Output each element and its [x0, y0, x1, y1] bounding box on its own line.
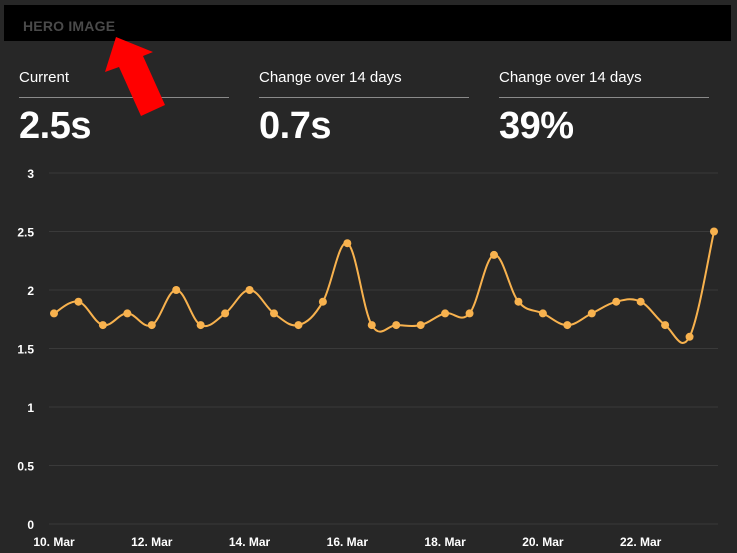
data-point[interactable]	[514, 297, 523, 306]
data-point[interactable]	[318, 297, 327, 306]
y-tick-label: 1.5	[17, 343, 34, 357]
x-tick-label: 16. Mar	[327, 535, 369, 549]
data-point[interactable]	[490, 250, 498, 259]
y-axis-ticks: 0 0.5 1 1.5 2 2.5 3	[17, 167, 34, 532]
data-point[interactable]	[245, 286, 254, 294]
y-tick-label: 0.5	[17, 460, 34, 474]
data-point[interactable]	[392, 321, 401, 330]
x-tick-label: 18. Mar	[424, 535, 466, 549]
y-tick-label: 2.5	[17, 226, 34, 240]
divider	[499, 97, 709, 98]
stat-value: 2.5s	[19, 105, 91, 147]
data-point[interactable]	[147, 321, 156, 330]
divider	[259, 97, 469, 98]
hero-image-label: HERO IMAGE	[23, 18, 116, 34]
stat-change-percent: Change over 14 days 39%	[499, 68, 709, 148]
x-tick-label: 14. Mar	[229, 535, 271, 549]
hero-image-banner: HERO IMAGE	[4, 5, 731, 41]
data-point[interactable]	[416, 321, 425, 330]
data-point[interactable]	[196, 321, 205, 330]
data-point[interactable]	[123, 309, 132, 318]
x-axis-ticks: 10. Mar 12. Mar 14. Mar 16. Mar 18. Mar 20. M…	[33, 535, 661, 549]
series-line	[53, 231, 715, 344]
data-point[interactable]	[587, 309, 596, 318]
data-point[interactable]	[563, 321, 572, 330]
stat-label: Change over 14 days	[499, 69, 642, 86]
x-tick-label: 12. Mar	[131, 535, 173, 549]
data-point[interactable]	[270, 309, 278, 318]
stat-change-seconds: Change over 14 days 0.7s	[259, 68, 469, 148]
data-point[interactable]	[74, 297, 83, 306]
data-point[interactable]	[221, 309, 230, 318]
data-point[interactable]	[441, 309, 450, 318]
data-point[interactable]	[367, 321, 376, 330]
x-tick-label: 22. Mar	[620, 535, 662, 549]
x-tick-label: 10. Mar	[33, 535, 75, 549]
y-tick-label: 2	[27, 284, 34, 298]
data-point[interactable]	[465, 309, 474, 318]
series-points	[50, 227, 718, 341]
data-point[interactable]	[343, 239, 352, 248]
x-tick-label: 20. Mar	[522, 535, 564, 549]
data-point[interactable]	[538, 309, 547, 318]
data-point[interactable]	[172, 286, 181, 294]
data-point[interactable]	[710, 227, 718, 236]
chart-gridlines	[49, 172, 718, 525]
stat-label: Change over 14 days	[259, 69, 402, 86]
data-point[interactable]	[685, 332, 694, 341]
data-point[interactable]	[636, 297, 645, 306]
data-point[interactable]	[98, 321, 107, 330]
stat-value: 39%	[499, 105, 574, 147]
stat-value: 0.7s	[259, 105, 331, 147]
data-point[interactable]	[50, 309, 58, 318]
y-tick-label: 0	[27, 518, 34, 532]
stat-label: Current	[19, 69, 70, 86]
data-point[interactable]	[661, 321, 670, 330]
y-tick-label: 3	[27, 167, 34, 181]
data-point[interactable]	[294, 321, 303, 330]
data-point[interactable]	[612, 297, 621, 306]
y-tick-label: 1	[27, 401, 34, 415]
